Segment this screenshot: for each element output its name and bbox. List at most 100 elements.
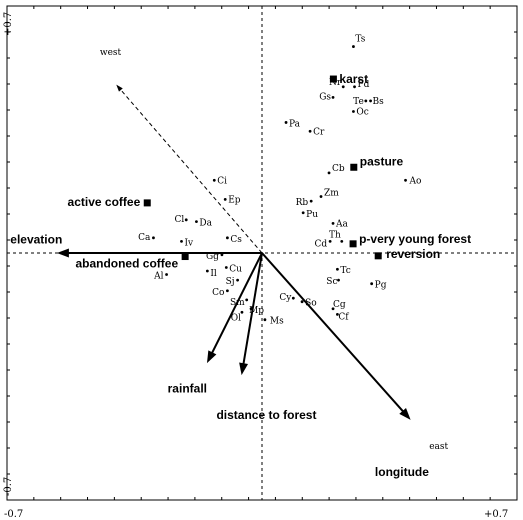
arrow-longitude xyxy=(261,252,407,415)
species-point-Ol xyxy=(240,310,244,314)
arrow-label-elevation: elevation xyxy=(10,232,62,246)
arrow-label-longitude: longitude xyxy=(375,465,429,479)
species-point-Ao xyxy=(404,178,407,182)
species-point-Sj xyxy=(236,278,239,282)
species-point-Ms xyxy=(263,318,267,322)
direction-label-west: west xyxy=(100,48,122,58)
nominal-label-reversion: reversion xyxy=(386,247,440,261)
nominal-marker-karst xyxy=(329,75,337,83)
species-point-Co xyxy=(225,289,229,293)
species-point-Cb xyxy=(327,171,331,175)
species-label-Nr: Nr xyxy=(329,78,342,88)
species-label-Ts: Ts xyxy=(355,35,365,45)
species-point-Mp xyxy=(249,307,253,311)
species-point-So xyxy=(300,300,304,304)
species-label-Cu: Cu xyxy=(229,264,242,274)
species-point-Rb xyxy=(309,199,313,203)
x-tick-label-min: -0.7 xyxy=(4,509,23,520)
species-point-Ep xyxy=(223,197,227,201)
species-point-Tc xyxy=(336,267,339,271)
species-point-Oc xyxy=(352,110,355,113)
species-point-Ca xyxy=(152,236,155,240)
species-label-Cy: Cy xyxy=(279,293,292,303)
species-point-Iv xyxy=(180,239,183,243)
species-label-Sc: Sc xyxy=(326,277,337,287)
species-label-Pa: Pa xyxy=(289,119,301,129)
nominal-variables: karst pasture active coffee p-very young fo… xyxy=(68,72,472,270)
species-label-Cr: Cr xyxy=(313,127,325,137)
species-label-Ol: Ol xyxy=(231,313,241,323)
species-point-Sm xyxy=(245,298,249,302)
species-point-Aa xyxy=(331,221,335,225)
species-point-Cf xyxy=(336,312,339,316)
environmental-arrows: elevation rainfall distance to forest longi… xyxy=(10,232,429,479)
species-label-Gg: Gg xyxy=(206,252,219,262)
species-point-Cs xyxy=(225,236,229,240)
arrow-distance-to-forest xyxy=(241,252,263,368)
species-label-Pu: Pu xyxy=(306,210,318,220)
species-point-Th xyxy=(340,239,344,243)
species-point-Cy xyxy=(291,296,295,300)
species-label-Gs: Gs xyxy=(319,92,331,102)
species-point-Cl xyxy=(184,218,188,222)
species-label-Zm: Zm xyxy=(324,189,339,199)
nominal-marker-pasture xyxy=(350,163,358,171)
species-label-Pg: Pg xyxy=(375,281,387,291)
species-point-Il xyxy=(205,269,209,273)
species-point-Bs xyxy=(369,99,372,103)
nominal-label-pasture: pasture xyxy=(360,154,404,168)
supplementary-arrow-west xyxy=(115,84,263,254)
species-label-Rb: Rb xyxy=(296,198,309,208)
nominal-marker-active-coffee xyxy=(143,199,151,207)
species-label-Il: Il xyxy=(210,269,217,279)
arrowhead-rainfall xyxy=(206,350,217,364)
species-label-Ep: Ep xyxy=(228,195,241,205)
arrowhead-elevation xyxy=(56,248,69,258)
arrow-label-distance-to-forest: distance to forest xyxy=(216,408,316,422)
y-tick-label-min: -0.7 xyxy=(3,477,14,496)
species-label-Te: Te xyxy=(353,97,364,107)
species-points: Ts Nr Pd Gs Te Bs Oc Pa Cr Cb Ao Ci Zm Ep Rb Pu Cl Da Aa Ca… xyxy=(138,35,421,327)
species-label-Co: Co xyxy=(212,288,224,298)
species-label-So: So xyxy=(305,299,317,309)
species-point-Nr xyxy=(341,85,345,89)
species-point-Al xyxy=(165,273,168,276)
species-label-Bs: Bs xyxy=(373,97,385,107)
nominal-marker-reversion xyxy=(374,252,382,260)
species-point-Gs xyxy=(331,95,335,99)
species-label-Al: Al xyxy=(153,272,163,282)
axis-tick-labels: -0.7 +0.7 +0.7 -0.7 xyxy=(3,12,508,520)
supplementary-arrowhead-west xyxy=(116,84,123,92)
species-point-Cr xyxy=(308,129,312,133)
species-label-Oc: Oc xyxy=(356,108,368,118)
species-point-Sc xyxy=(337,278,340,282)
species-label-Cf: Cf xyxy=(338,312,349,322)
nominal-marker-abandoned-coffee xyxy=(181,253,189,261)
species-label-Cg: Cg xyxy=(333,300,346,310)
species-point-Cu xyxy=(224,266,228,269)
species-label-Sj: Sj xyxy=(226,277,235,287)
supplementary-arrows: west east xyxy=(100,48,449,452)
nominal-label-abandoned-coffee: abandoned coffee xyxy=(75,257,178,271)
species-point-Da xyxy=(195,220,198,223)
species-point-Te xyxy=(364,99,368,103)
species-point-Ci xyxy=(212,178,216,182)
species-label-Ca: Ca xyxy=(138,233,151,243)
nominal-label-karst: karst xyxy=(339,72,368,86)
species-point-Pa xyxy=(284,121,288,124)
species-label-Aa: Aa xyxy=(335,219,348,229)
species-label-Ao: Ao xyxy=(409,176,422,186)
species-label-Tc: Tc xyxy=(340,266,350,276)
direction-label-east: east xyxy=(429,442,448,452)
species-point-Pd xyxy=(353,85,356,89)
species-label-Th: Th xyxy=(329,230,341,240)
species-label-Cb: Cb xyxy=(332,164,345,174)
species-point-Zm xyxy=(319,195,323,198)
nominal-label-p-very-young-forest: p-very young forest xyxy=(359,232,471,246)
species-point-Gg xyxy=(220,253,224,257)
species-label-Da: Da xyxy=(199,219,212,229)
species-label-Ms: Ms xyxy=(270,317,284,327)
species-label-Pd: Pd xyxy=(358,80,370,90)
species-label-Iv: Iv xyxy=(184,238,194,248)
